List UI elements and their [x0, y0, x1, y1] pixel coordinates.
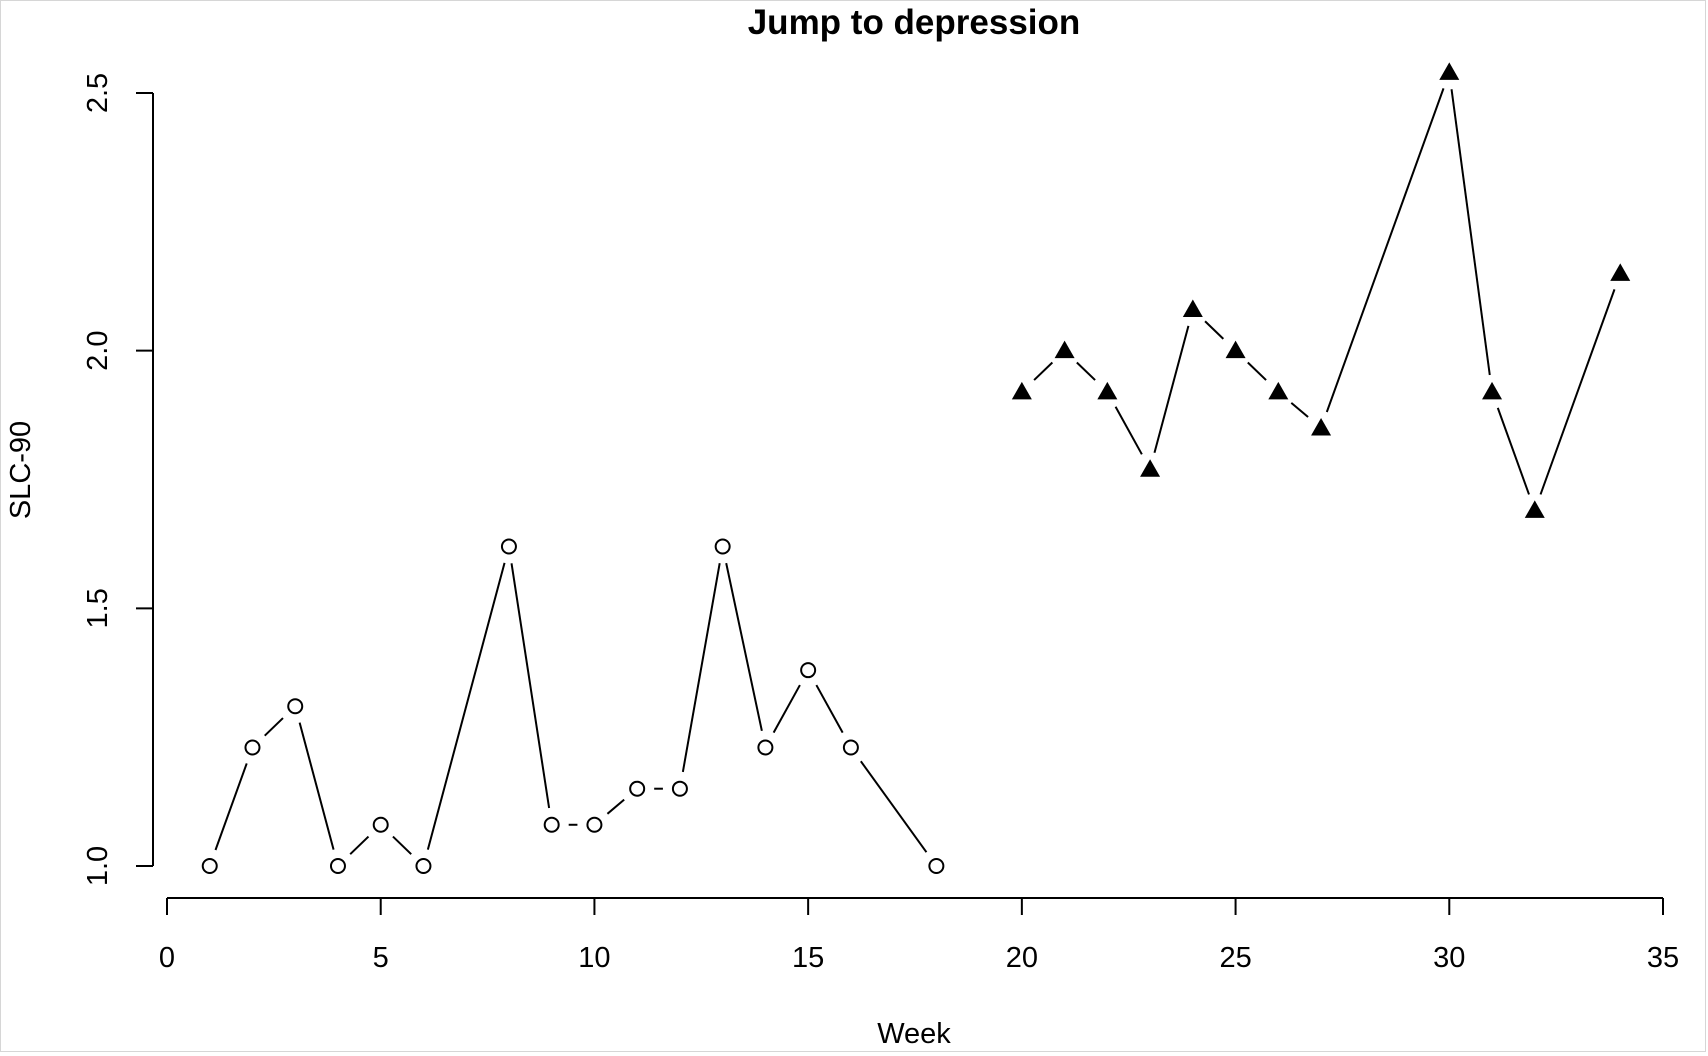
data-point-circle [201, 858, 218, 874]
data-point-circle [586, 816, 603, 833]
data-point-circle [671, 780, 688, 797]
x-tick-label: 30 [1433, 942, 1465, 974]
y-tick-label: 2.5 [82, 73, 114, 113]
series-2 [1011, 62, 1631, 518]
data-point-triangle [1182, 299, 1203, 317]
data-point-triangle [1311, 417, 1332, 436]
data-point-triangle [1054, 340, 1075, 359]
series-line-segment [725, 562, 763, 732]
series-line-segment [860, 760, 928, 853]
data-point-triangle [1482, 381, 1503, 400]
x-tick-label: 25 [1219, 942, 1251, 974]
series-line-segment [1204, 320, 1225, 340]
series-line-segment [298, 722, 335, 850]
data-point-circle [629, 780, 646, 797]
data-point-circle [800, 662, 817, 679]
data-point-triangle [1610, 263, 1631, 281]
data-point-circle [500, 538, 517, 555]
series-line-segment [1290, 402, 1309, 418]
chart-title: Jump to depression [748, 3, 1081, 42]
data-point-circle [842, 739, 859, 756]
x-axis: 0 5 10 15 20 25 30 35 [159, 897, 1679, 974]
data-point-circle [928, 858, 945, 874]
series-line-segment [1496, 407, 1530, 495]
data-point-triangle [1225, 340, 1246, 359]
data-point-triangle [1524, 500, 1545, 518]
y-axis: 1.0 1.5 2.0 2.5 [82, 73, 154, 886]
series-line-segment [264, 717, 284, 737]
x-tick-label: 15 [792, 942, 824, 974]
x-axis-title: Week [877, 1018, 951, 1050]
data-point-triangle [1439, 62, 1460, 80]
series-layer [201, 62, 1631, 874]
x-tick-label: 0 [159, 942, 175, 974]
y-axis-title: SLC-90 [5, 421, 37, 519]
x-tick-label: 20 [1006, 942, 1038, 974]
series-line-segment [815, 684, 844, 734]
series-line-segment [392, 835, 412, 855]
data-point-circle [543, 816, 560, 833]
y-tick-label: 2.0 [82, 331, 114, 371]
series-line-segment [510, 563, 551, 809]
data-point-circle [757, 739, 774, 756]
data-point-triangle [1011, 381, 1032, 400]
series-line-segment [772, 684, 801, 734]
series-line-segment [214, 763, 248, 851]
y-tick-label: 1.5 [82, 588, 114, 628]
series-line-segment [1033, 361, 1054, 381]
x-tick-label: 10 [578, 942, 610, 974]
x-tick-label: 35 [1647, 942, 1679, 974]
series-line-segment [681, 563, 721, 773]
series-line-segment [1539, 289, 1616, 495]
data-point-circle [372, 816, 389, 833]
data-point-triangle [1268, 381, 1289, 400]
data-point-circle [287, 698, 304, 715]
series-line-segment [426, 562, 506, 850]
data-point-circle [415, 858, 432, 874]
data-point-circle [714, 538, 731, 555]
series-line-segment [1114, 406, 1143, 455]
data-point-triangle [1097, 381, 1118, 400]
series-line-segment [1325, 88, 1445, 413]
series-line-segment [1153, 325, 1190, 454]
y-tick-label: 1.0 [82, 846, 114, 886]
data-point-triangle [1140, 459, 1161, 477]
data-point-circle [244, 739, 261, 756]
series-line-segment [1450, 89, 1491, 376]
data-point-circle [329, 858, 346, 874]
series-line-segment [349, 835, 370, 855]
series-line-segment [606, 798, 625, 815]
series-line-segment [1247, 361, 1267, 381]
x-tick-label: 5 [373, 942, 389, 974]
series-line-segment [1076, 361, 1096, 381]
series-1 [201, 538, 945, 874]
